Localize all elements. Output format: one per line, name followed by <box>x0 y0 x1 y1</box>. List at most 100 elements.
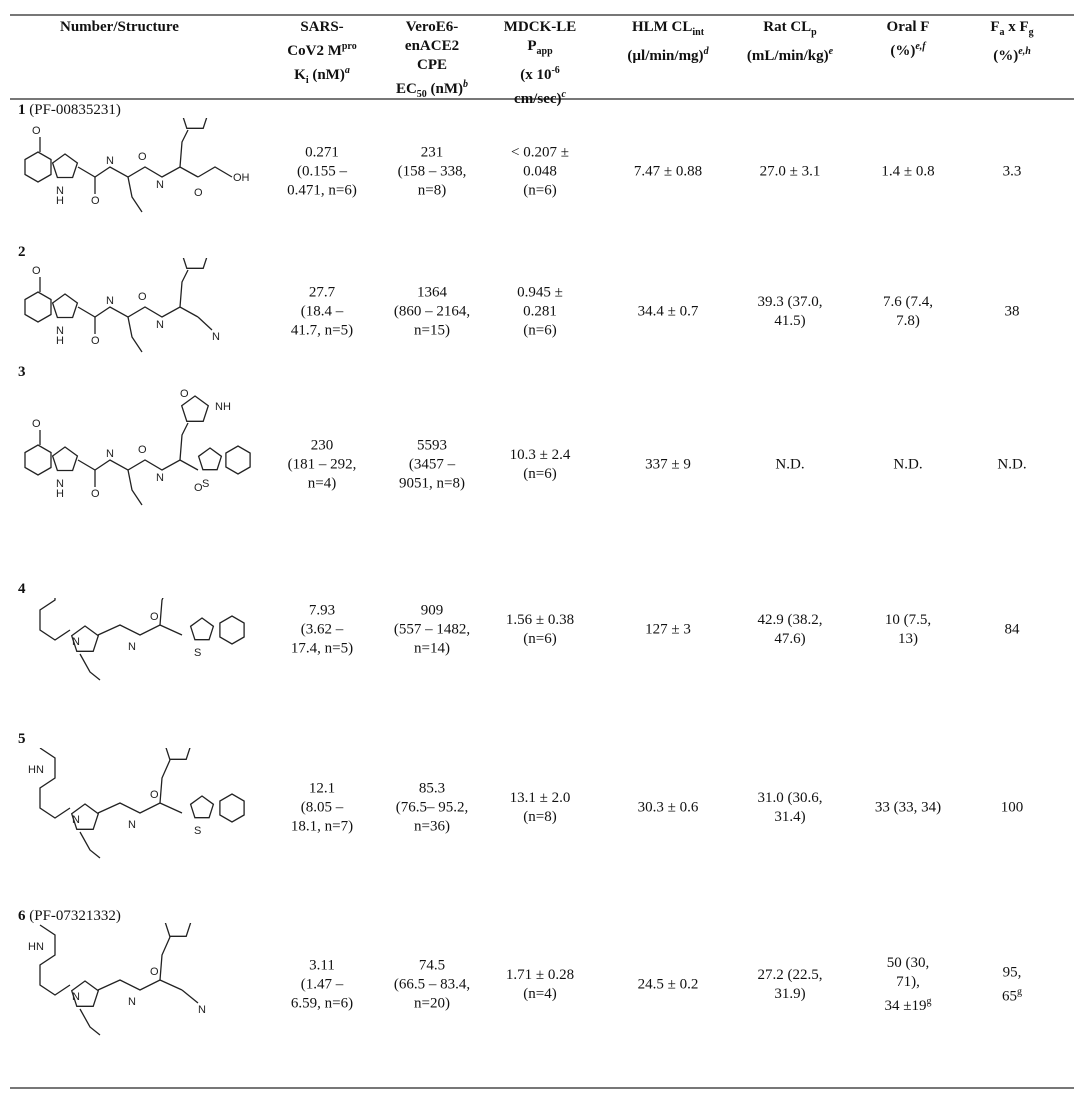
compound-number: 2 <box>18 244 26 260</box>
cell-ki: 230 (181 – 292, n=4) <box>287 437 357 492</box>
cell-papp: 1.71 ± 0.28 (n=4) <box>505 967 575 1002</box>
svg-text:O: O <box>32 125 41 137</box>
column-header-rat: Rat CLp (mL/min/kg)e <box>746 19 834 64</box>
svg-text:O: O <box>32 418 41 430</box>
top-rule <box>10 14 1074 16</box>
column-header-oralf: Oral F (%)e,f <box>886 19 930 59</box>
cell-ec50: 74.5 (66.5 – 83.4, n=20) <box>393 957 471 1012</box>
cell-fafg: 100 <box>1000 799 1024 816</box>
svg-text:NH: NH <box>215 118 231 120</box>
svg-text:N: N <box>156 319 164 331</box>
cell-ec50: 85.3 (76.5– 95.2, n=36) <box>395 780 469 835</box>
cell-hlm: 24.5 ± 0.2 <box>637 976 699 993</box>
column-header-hlm: HLM CLint (µl/min/mg)d <box>627 19 709 64</box>
cell-rat: 42.9 (38.2, 47.6) <box>757 612 823 647</box>
svg-text:H: H <box>56 335 64 347</box>
svg-text:O: O <box>150 611 159 623</box>
svg-text:HN: HN <box>28 941 44 953</box>
cell-rat: 31.0 (30.6, 31.4) <box>757 790 823 825</box>
cell-papp: 0.945 ±0.281 (n=6) <box>517 284 563 339</box>
cell-oralf: 1.4 ± 0.8 <box>881 163 935 180</box>
cell-rat: 27.0 ± 3.1 <box>759 163 821 180</box>
compound-label: 2 <box>18 244 26 261</box>
cell-papp: 13.1 ± 2.0 (n=8) <box>509 790 571 825</box>
cell-fafg: N.D. <box>997 456 1027 473</box>
svg-text:N: N <box>128 641 136 653</box>
cell-hlm: 34.4 ± 0.7 <box>637 303 699 320</box>
cell-ki: 3.11 (1.47 –6.59, n=6) <box>290 957 354 1012</box>
chemical-structure: ONHONONONHN <box>24 258 231 353</box>
svg-text:N: N <box>72 814 80 826</box>
svg-text:N: N <box>198 1004 206 1016</box>
cell-oralf: 10 (7.5, 13) <box>884 612 932 647</box>
compound-number: 4 <box>18 581 26 597</box>
svg-text:O: O <box>180 388 189 400</box>
header-rule <box>10 98 1074 100</box>
compound-number: 5 <box>18 731 26 747</box>
chemical-structure: F F FHNNNOONHN <box>28 923 211 1036</box>
svg-text:O: O <box>138 444 147 456</box>
cell-papp: < 0.207 ±0.048 (n=6) <box>511 144 569 199</box>
cell-fafg: 3.3 <box>1002 163 1022 180</box>
svg-text:N: N <box>156 472 164 484</box>
svg-text:O: O <box>32 265 41 277</box>
compound-number: 3 <box>18 364 26 380</box>
compound-label: 6 (PF-07321332) <box>18 908 121 925</box>
svg-text:O: O <box>150 789 159 801</box>
svg-text:O: O <box>91 335 100 347</box>
cell-hlm: 337 ± 9 <box>645 456 691 473</box>
column-header-structure: Number/Structure <box>60 19 179 35</box>
svg-text:H: H <box>56 195 64 207</box>
cell-ec50: 5593 (3457 –9051, n=8) <box>399 437 465 492</box>
cell-papp: 10.3 ± 2.4 (n=6) <box>509 447 571 482</box>
bottom-rule <box>10 1087 1074 1089</box>
cell-hlm: 7.47 ± 0.88 <box>633 163 703 180</box>
svg-text:NH: NH <box>195 748 211 749</box>
svg-text:OH: OH <box>233 172 250 184</box>
svg-text:O: O <box>138 151 147 163</box>
compound-number: 1 <box>18 102 26 118</box>
cell-oralf: 7.6 (7.4, 7.8) <box>883 294 933 329</box>
column-header-ki: SARS- CoV2 Mpro Ki (nM)a <box>287 19 357 86</box>
svg-text:S: S <box>194 647 201 659</box>
cell-ki: 0.271 (0.155 –0.471, n=6) <box>287 144 357 199</box>
cell-rat: 27.2 (22.5, 31.9) <box>757 967 823 1002</box>
svg-text:NH: NH <box>215 258 231 260</box>
cell-rat: N.D. <box>775 456 805 473</box>
svg-text:N: N <box>106 295 114 307</box>
svg-text:N: N <box>56 478 64 490</box>
cell-ki: 7.93 (3.62 –17.4, n=5) <box>290 602 354 657</box>
svg-text:S: S <box>194 825 201 837</box>
cell-ec50: 1364 (860 – 2164, n=15) <box>393 284 471 339</box>
svg-text:N: N <box>156 179 164 191</box>
column-header-ec50: VeroE6- enACE2 CPE EC50 (nM)b <box>395 19 469 100</box>
chemical-structure: O=S=OHNNNOONHS <box>39 598 245 681</box>
cell-fafg: 95, 65g <box>1002 964 1022 1005</box>
svg-text:HN: HN <box>28 764 44 776</box>
cell-fafg: 38 <box>1004 303 1020 320</box>
compound-label: 1 (PF-00835231) <box>18 102 121 119</box>
svg-text:O: O <box>194 187 203 199</box>
svg-text:N: N <box>128 819 136 831</box>
svg-text:N: N <box>106 155 114 167</box>
svg-text:O: O <box>150 966 159 978</box>
cell-fafg: 84 <box>1004 621 1020 638</box>
column-header-fafg: Fa x Fg (%)e,h <box>990 19 1034 64</box>
column-header-papp: MDCK-LE Papp (x 10-6 cm/sec)c <box>503 19 577 107</box>
compound-label: 3 <box>18 364 26 381</box>
compound-label: 4 <box>18 581 26 598</box>
cell-oralf: N.D. <box>893 456 923 473</box>
cell-hlm: 127 ± 3 <box>645 621 691 638</box>
svg-text:N: N <box>106 448 114 460</box>
cell-ec50: 909 (557 – 1482, n=14) <box>393 602 471 657</box>
svg-text:O: O <box>91 488 100 500</box>
svg-text:N: N <box>72 991 80 1003</box>
compound-name: (PF-07321332) <box>29 908 121 924</box>
svg-text:N: N <box>72 636 80 648</box>
cell-hlm: 30.3 ± 0.6 <box>637 799 699 816</box>
chemical-structure: ONHONONONHOHO <box>24 118 250 213</box>
svg-text:NH: NH <box>215 401 231 413</box>
svg-text:O: O <box>138 291 147 303</box>
cell-oralf: 50 (30, 71), 34 ±19g <box>884 955 932 1014</box>
